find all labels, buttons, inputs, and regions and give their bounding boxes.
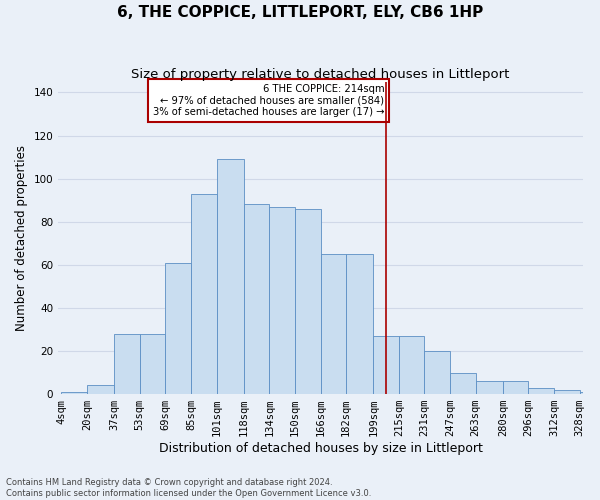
Bar [503,381,529,394]
Bar [320,254,346,394]
Text: 6 THE COPPICE: 214sqm
← 97% of detached houses are smaller (584)
3% of semi-deta: 6 THE COPPICE: 214sqm ← 97% of detached … [153,84,385,117]
Bar [399,336,424,394]
Text: Contains HM Land Registry data © Crown copyright and database right 2024.
Contai: Contains HM Land Registry data © Crown c… [6,478,371,498]
Bar [450,372,476,394]
Text: 6, THE COPPICE, LITTLEPORT, ELY, CB6 1HP: 6, THE COPPICE, LITTLEPORT, ELY, CB6 1HP [117,5,483,20]
Bar [373,336,399,394]
Bar [191,194,217,394]
Bar [346,254,373,394]
Bar [87,386,114,394]
Bar [140,334,166,394]
Bar [554,390,580,394]
Y-axis label: Number of detached properties: Number of detached properties [15,145,28,331]
Bar [244,204,269,394]
Bar [476,381,503,394]
Bar [295,209,320,394]
X-axis label: Distribution of detached houses by size in Littleport: Distribution of detached houses by size … [158,442,482,455]
Bar [217,159,244,394]
Title: Size of property relative to detached houses in Littleport: Size of property relative to detached ho… [131,68,509,80]
Bar [114,334,140,394]
Bar [61,392,87,394]
Bar [166,262,191,394]
Bar [424,351,450,394]
Bar [269,206,295,394]
Bar [580,392,600,394]
Bar [529,388,554,394]
